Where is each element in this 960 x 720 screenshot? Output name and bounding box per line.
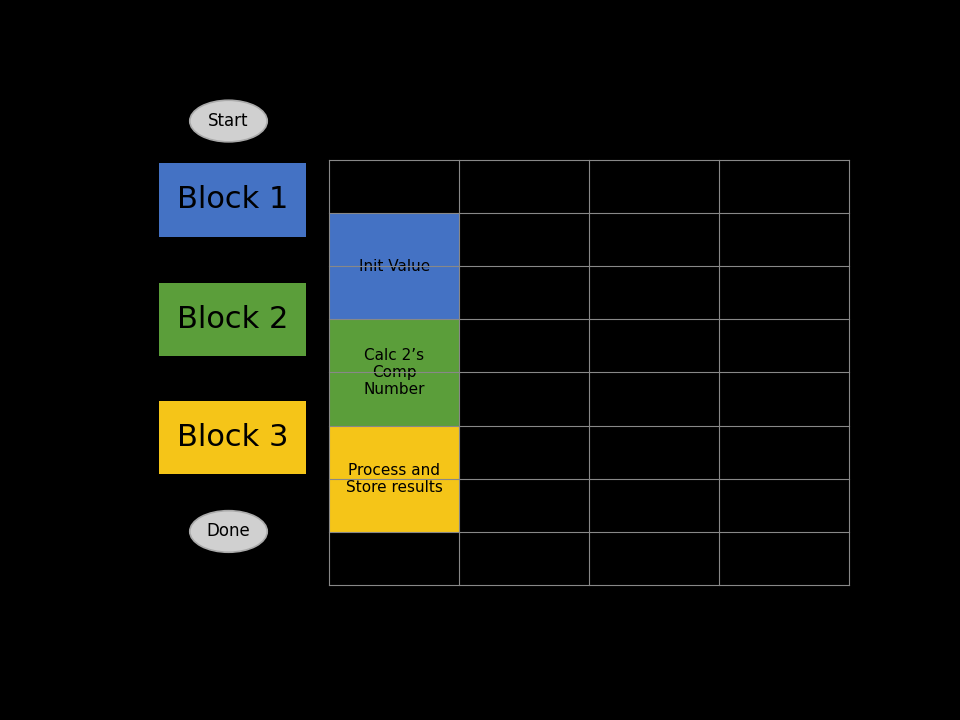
Text: Block 3: Block 3 (177, 423, 288, 451)
Text: Block 2: Block 2 (177, 305, 288, 334)
Ellipse shape (190, 510, 267, 552)
Bar (158, 400, 306, 474)
Bar (158, 163, 306, 237)
Bar (329, 213, 459, 319)
Text: Block 1: Block 1 (177, 186, 288, 215)
Text: Start: Start (208, 112, 249, 130)
Text: Done: Done (206, 523, 251, 541)
Bar (329, 426, 459, 532)
Text: Process and
Store results: Process and Store results (346, 463, 443, 495)
Text: Calc 2’s
Comp
Number: Calc 2’s Comp Number (364, 348, 425, 397)
Bar (329, 319, 459, 426)
Bar (158, 283, 306, 356)
Ellipse shape (190, 100, 267, 142)
Text: Init Value: Init Value (358, 258, 430, 274)
